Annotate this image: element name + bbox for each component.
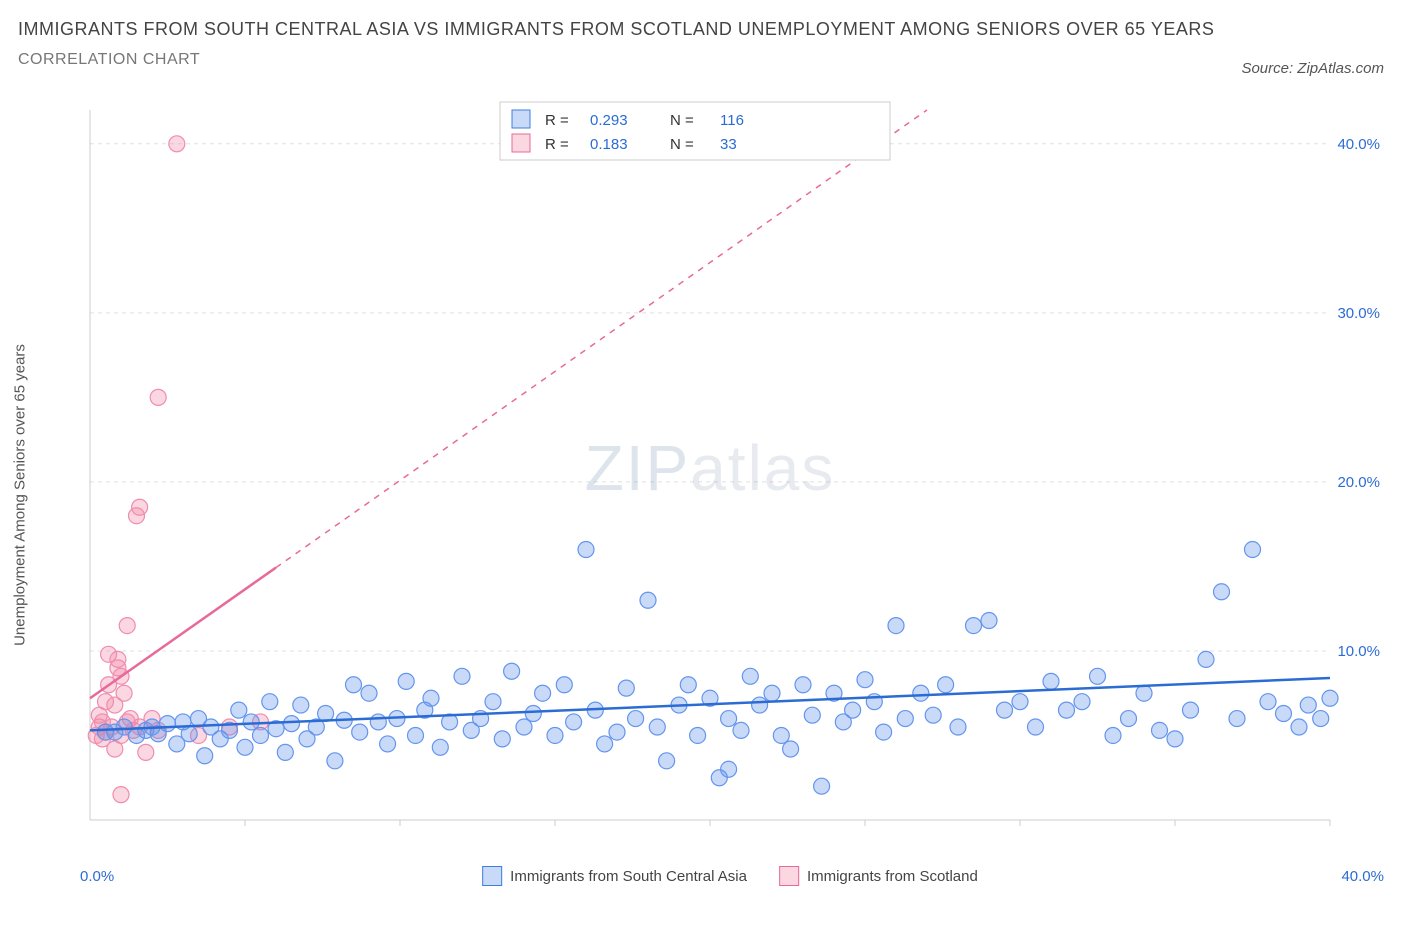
legend-swatch-pink-icon [779,866,799,886]
legend-label-sca: Immigrants from South Central Asia [510,868,747,885]
gridlines [90,144,1330,651]
svg-text:40.0%: 40.0% [1337,136,1380,153]
legend-swatch-blue-icon [482,866,502,886]
x-min-label: 0.0% [80,868,114,885]
series-sca-points [98,542,1339,795]
stat-r-value-2: 0.183 [590,136,628,153]
y-axis-label: Unemployment Among Seniors over 65 years [12,344,29,646]
source-label: Source: ZipAtlas.com [1241,60,1384,77]
svg-text:30.0%: 30.0% [1337,305,1380,322]
stat-n-value-1: 116 [720,112,744,129]
title-block: IMMIGRANTS FROM SOUTH CENTRAL ASIA VS IM… [18,18,1388,69]
x-tick-marks [245,820,1330,826]
chart-page: IMMIGRANTS FROM SOUTH CENTRAL ASIA VS IM… [0,0,1406,930]
legend-swatch-pink [512,134,530,152]
watermark: ZIPatlas [585,432,836,504]
bottom-legend: 0.0% Immigrants from South Central Asia … [70,862,1390,890]
stats-legend-box: R = 0.293 N = 116 R = 0.183 N = 33 [500,102,890,160]
stat-r-label-2: R = [545,136,569,153]
svg-text:10.0%: 10.0% [1337,643,1380,660]
legend-label-scotland: Immigrants from Scotland [807,868,978,885]
trendline-scotland [90,110,927,698]
svg-text:20.0%: 20.0% [1337,474,1380,491]
stat-n-value-2: 33 [720,136,737,153]
chart-title: IMMIGRANTS FROM SOUTH CENTRAL ASIA VS IM… [18,18,1388,41]
y-tick-labels: 10.0% 20.0% 30.0% 40.0% [1337,136,1380,660]
stat-r-label-1: R = [545,112,569,129]
bottom-series-row: Immigrants from South Central Asia Immig… [482,866,978,886]
stat-r-value-1: 0.293 [590,112,628,129]
chart-wrap: Unemployment Among Seniors over 65 years… [30,100,1390,890]
chart-subtitle: CORRELATION CHART [18,51,1388,69]
legend-item-sca: Immigrants from South Central Asia [482,866,747,886]
scatter-chart: ZIPatlas 10.0% 20.0% 30.0% 40.0% R = 0.293 … [70,100,1390,860]
stat-n-label-1: N = [670,112,694,129]
stat-n-label-2: N = [670,136,694,153]
legend-swatch-blue [512,110,530,128]
legend-item-scotland: Immigrants from Scotland [779,866,978,886]
x-max-label: 40.0% [1341,868,1384,885]
